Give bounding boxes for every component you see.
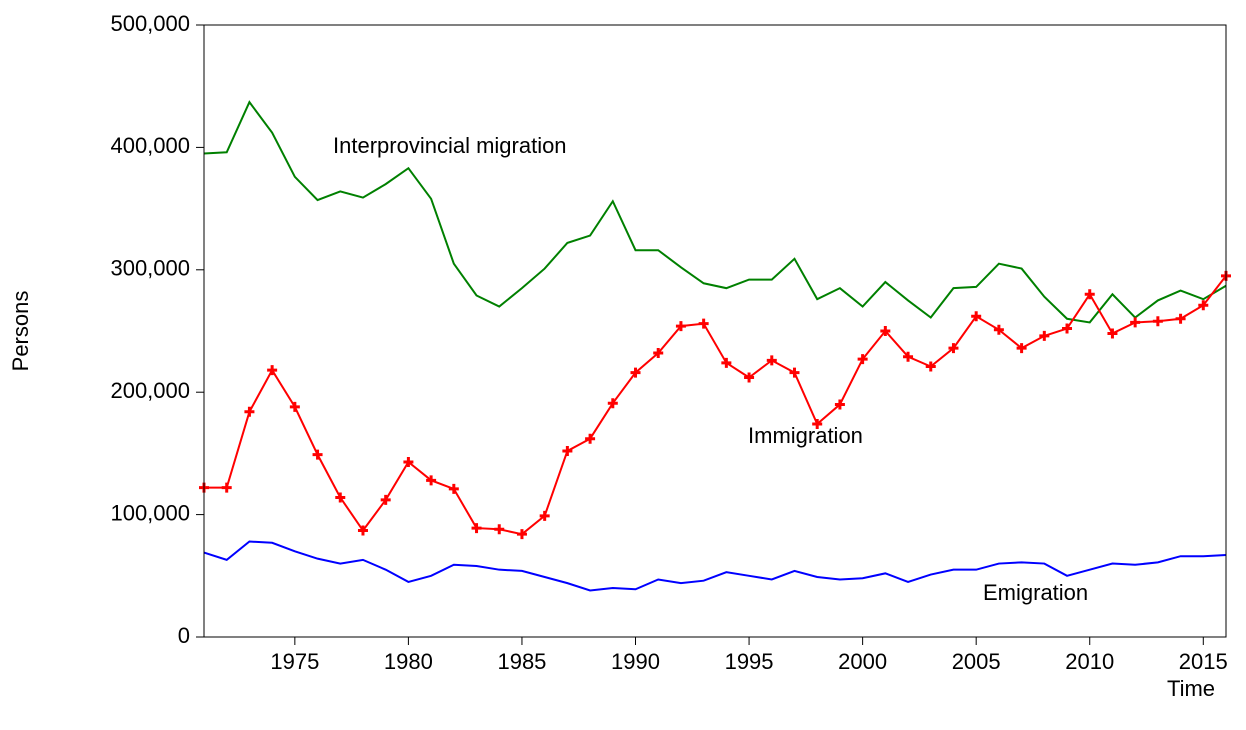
- y-tick-label: 0: [178, 623, 190, 648]
- series-label: Emigration: [983, 580, 1088, 605]
- point-marker: [357, 525, 368, 536]
- point-marker: [834, 399, 845, 410]
- point-marker: [1130, 317, 1141, 328]
- point-marker: [903, 351, 914, 362]
- point-marker: [698, 318, 709, 329]
- x-tick-label: 2010: [1065, 649, 1114, 674]
- series-line: [203, 540, 1227, 592]
- point-marker: [539, 510, 550, 521]
- point-marker: [221, 482, 232, 493]
- point-marker: [1198, 300, 1209, 311]
- plot-frame: [203, 24, 1227, 638]
- point-marker: [471, 523, 482, 534]
- series-label: Interprovincial migration: [333, 133, 567, 158]
- point-marker: [289, 401, 300, 412]
- x-tick-label: 1980: [384, 649, 433, 674]
- y-tick-label: 400,000: [110, 133, 190, 158]
- point-marker: [1175, 313, 1186, 324]
- point-marker: [426, 475, 437, 486]
- point-marker: [244, 406, 255, 417]
- point-marker: [744, 372, 755, 383]
- point-marker: [562, 445, 573, 456]
- point-marker: [403, 456, 414, 467]
- point-marker: [1152, 316, 1163, 327]
- point-marker: [1062, 323, 1073, 334]
- point-marker: [721, 357, 732, 368]
- y-tick-label: 100,000: [110, 500, 190, 525]
- point-marker: [380, 494, 391, 505]
- point-marker: [1016, 343, 1027, 354]
- series-line: [203, 100, 1227, 324]
- point-marker: [335, 492, 346, 503]
- point-marker: [789, 367, 800, 378]
- point-marker: [1084, 289, 1095, 300]
- series-label: Immigration: [748, 423, 863, 448]
- point-marker: [766, 355, 777, 366]
- point-marker: [1039, 330, 1050, 341]
- x-tick-label: 1985: [497, 649, 546, 674]
- point-marker: [653, 348, 664, 359]
- y-axis-label: Persons: [8, 291, 33, 372]
- x-tick-label: 1995: [725, 649, 774, 674]
- x-axis-label: Time: [1167, 676, 1215, 701]
- y-tick-label: 500,000: [110, 11, 190, 36]
- point-marker: [630, 367, 641, 378]
- point-marker: [971, 311, 982, 322]
- point-marker: [812, 419, 823, 430]
- point-marker: [857, 354, 868, 365]
- x-tick-label: 1975: [270, 649, 319, 674]
- point-marker: [1107, 328, 1118, 339]
- x-tick-label: 2005: [952, 649, 1001, 674]
- point-marker: [880, 326, 891, 336]
- y-tick-label: 300,000: [110, 256, 190, 281]
- point-marker: [267, 365, 278, 376]
- x-tick-label: 2000: [838, 649, 887, 674]
- point-marker: [494, 524, 505, 535]
- point-marker: [948, 343, 959, 354]
- point-marker: [585, 433, 596, 444]
- x-tick-label: 2015: [1179, 649, 1228, 674]
- point-marker: [607, 398, 618, 409]
- point-marker: [516, 529, 527, 540]
- point-marker: [993, 324, 1004, 335]
- point-marker: [312, 449, 323, 460]
- x-tick-label: 1990: [611, 649, 660, 674]
- point-marker: [448, 483, 459, 494]
- series-line: [204, 275, 1227, 536]
- y-tick-label: 200,000: [110, 378, 190, 403]
- point-marker: [675, 321, 686, 332]
- point-marker: [925, 361, 936, 372]
